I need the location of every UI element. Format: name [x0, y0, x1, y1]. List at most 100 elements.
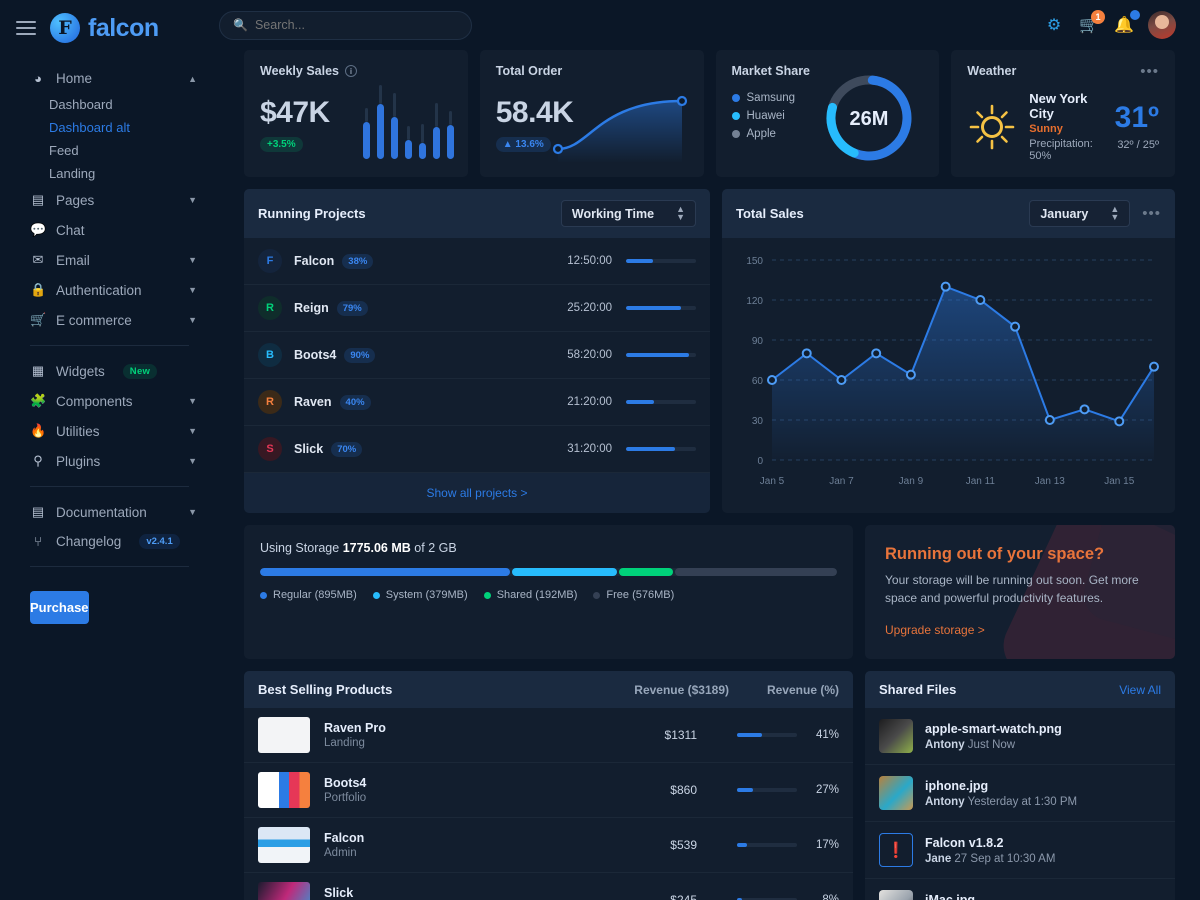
project-row[interactable]: F Falcon 38% 12:50:00 [244, 238, 710, 286]
project-progress-bar [626, 447, 696, 452]
bar [446, 111, 454, 159]
storage-legend-label: Shared (192MB) [496, 589, 578, 602]
project-row[interactable]: B Boots4 90% 58:20:00 [244, 332, 710, 380]
storage-legend-item: System (379MB) [372, 589, 468, 601]
bar [362, 107, 370, 159]
table-row[interactable]: Boots4 Portfolio $860 27% [244, 763, 853, 819]
shared-files-title: Shared Files [879, 682, 957, 698]
total-sales-chart-wrap: 0 30 60 90 120 150 Jan 5 Jan 7 Jan 9 Jan 11 Jan 13… [722, 238, 1175, 498]
project-avatar: B [258, 343, 282, 368]
running-projects-title: Running Projects [258, 206, 366, 222]
brand-logo[interactable]: F falcon [50, 13, 159, 43]
project-name: Falcon [294, 254, 335, 269]
sidebar-item-components[interactable]: 🧩 Components ▼ [0, 386, 219, 416]
search-icon: 🔍 [233, 18, 248, 32]
ellipsis-icon[interactable]: ••• [1142, 205, 1161, 223]
sidebar-item-email[interactable]: ✉ Email ▼ [0, 245, 219, 275]
product-revenue: $539 [670, 838, 697, 853]
working-time-select[interactable]: Working Time ▲ ▼ [560, 200, 696, 228]
sidebar-item-label: Utilities [56, 423, 100, 439]
sidebar-item-widgets[interactable]: ▦ Widgets New [0, 356, 219, 386]
bar [418, 124, 426, 159]
project-avatar: R [258, 296, 282, 321]
search-input[interactable] [254, 18, 458, 32]
table-row[interactable]: Raven Pro Landing $1311 41% [244, 708, 853, 764]
product-thumbnail [258, 772, 310, 809]
upgrade-storage-link[interactable]: Upgrade storage > [885, 623, 985, 638]
storage-legend-label: Regular (895MB) [273, 589, 357, 602]
product-percent-col: 8% [697, 894, 839, 900]
sidebar-item-documentation[interactable]: ▤ Documentation ▼ [0, 497, 219, 527]
upgrade-storage-promo: Running out of your space? Your storage … [865, 525, 1175, 660]
sidebar-item-home[interactable]: ◕ Home ▲ [0, 64, 219, 93]
donut-center-label: 26M [850, 108, 889, 130]
storage-segment [260, 568, 510, 577]
project-avatar: F [258, 249, 282, 274]
product-progress-bar [737, 898, 797, 900]
list-item[interactable]: apple-smart-watch.png Antony Just Now [865, 708, 1175, 766]
project-row[interactable]: R Reign 79% 25:20:00 [244, 285, 710, 333]
file-icon: ❗ [879, 833, 913, 868]
table-row[interactable]: Falcon Admin $539 17% [244, 818, 853, 874]
sidebar-item-chat[interactable]: 💬 Chat [0, 215, 219, 245]
search-bar[interactable]: 🔍 [219, 10, 472, 40]
svg-text:60: 60 [752, 376, 764, 387]
sidebar-item-dashboard[interactable]: Dashboard [49, 97, 113, 112]
project-row[interactable]: R Raven 40% 21:20:00 [244, 379, 710, 427]
product-thumbnail [258, 827, 310, 864]
chevron-down-icon: ▼ [188, 315, 197, 325]
product-info: Falcon Admin [324, 831, 619, 859]
sidebar-item-label: Chat [56, 222, 85, 238]
weather-title: Weather [967, 64, 1017, 78]
file-meta: Antony Yesterday at 1:30 PM [925, 795, 1078, 808]
month-select[interactable]: January ▲ ▼ [1029, 200, 1131, 228]
chevron-up-icon: ▲ [188, 73, 197, 84]
bar-stem [364, 107, 368, 122]
best-selling-header: Best Selling Products Revenue ($3189) Re… [244, 671, 853, 709]
sidebar-item-label: Pages [56, 192, 95, 208]
svg-text:Jan 9: Jan 9 [899, 476, 924, 487]
sidebar-item-utilities[interactable]: 🔥 Utilities ▼ [0, 416, 219, 446]
bell-icon[interactable]: 🔔 [1113, 10, 1140, 36]
list-item[interactable]: iMac.jpgRowen 23 Sep at 6:10 PM [865, 879, 1175, 900]
sidebar-item-plugins[interactable]: ⚲ Plugins ▼ [0, 446, 219, 476]
project-time: 58:20:00 [567, 349, 612, 362]
widgets-icon: ▦ [31, 363, 45, 378]
main-area: 🔍 ⚙ 🛒 1 🔔 Weekly Sales [219, 0, 1200, 900]
changelog-icon: ⑂ [34, 534, 42, 549]
sidebar-item-feed[interactable]: Feed [49, 143, 79, 158]
sidebar-item-ecommerce[interactable]: 🛒 E commerce ▼ [0, 305, 219, 335]
product-percent: 17% [815, 839, 839, 852]
storage-used: 1775.06 MB [342, 541, 411, 556]
sidebar-divider-2 [30, 486, 189, 487]
sidebar-item-pages[interactable]: ▤ Pages ▼ [0, 185, 219, 215]
sidebar-item-label: Home [56, 71, 93, 86]
info-icon[interactable]: i [345, 65, 357, 77]
weekly-sales-title: Weekly Sales i [260, 64, 452, 78]
components-icon: 🧩 [30, 393, 47, 408]
purchase-button[interactable]: Purchase [30, 591, 89, 624]
file-name: iMac.jpg [925, 892, 976, 900]
avatar[interactable] [1148, 11, 1176, 39]
show-all-projects-link[interactable]: Show all projects > [426, 486, 528, 501]
table-row[interactable]: SlickBuilder$245 8% [244, 873, 853, 900]
project-row[interactable]: S Slick 70% 31:20:00 [244, 426, 710, 474]
menu-toggle-icon[interactable] [16, 21, 36, 35]
gear-icon[interactable]: ⚙ [1046, 17, 1062, 34]
list-item[interactable]: ❗ Falcon v1.8.2 Jane 27 Sep at 10:30 AM [865, 822, 1175, 880]
storage-suffix: of 2 GB [414, 541, 457, 556]
chevron-down-icon: ▼ [188, 507, 197, 517]
cart-icon[interactable]: 🛒 1 [1078, 10, 1105, 36]
market-share-card: Market Share Samsung Huawei Apple 26M [715, 50, 940, 177]
ellipsis-icon[interactable]: ••• [1140, 63, 1159, 80]
list-item[interactable]: iphone.jpg Antony Yesterday at 1:30 PM [865, 765, 1175, 823]
lock-icon: 🔒 [30, 282, 47, 297]
product-revenue: $1311 [664, 728, 697, 743]
storage-legend-label: Free (576MB) [606, 589, 675, 602]
weather-condition: Sunny [1029, 123, 1063, 135]
sidebar-item-authentication[interactable]: 🔒 Authentication ▼ [0, 275, 219, 305]
sidebar-item-landing[interactable]: Landing [49, 166, 96, 181]
sidebar-item-changelog[interactable]: ⑂ Changelog v2.4.1 [0, 527, 219, 556]
sidebar-item-dashboard-alt[interactable]: Dashboard alt [49, 120, 130, 135]
view-all-link[interactable]: View All [1119, 682, 1161, 697]
